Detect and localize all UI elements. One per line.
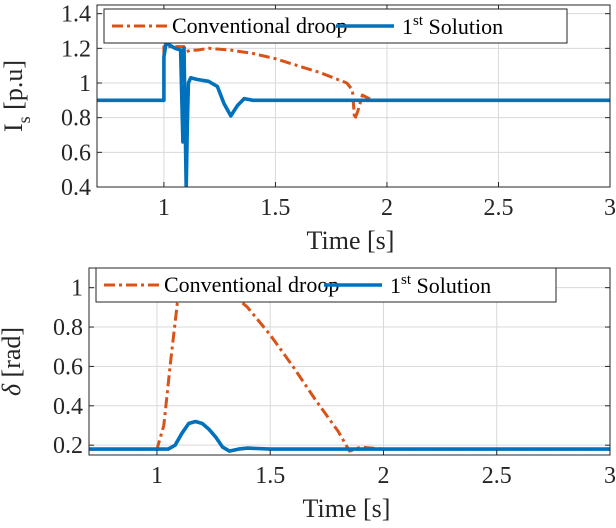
bottom-chart-delta: 1 1.5 2 2.5 3 0.2 0.4 0.6 0.8 1 Time [s] δ [rad] Con…	[0, 267, 616, 523]
x-tick-label: 2	[377, 463, 389, 489]
y-tick-label: 1.2	[61, 36, 91, 62]
x-tick-label: 1	[158, 195, 170, 221]
series-line-conventional-droop	[97, 45, 610, 121]
y-tick-label: 0.8	[53, 315, 83, 341]
y-axis-label: Is [p.u]	[0, 60, 34, 132]
x-axis-label: Time [s]	[307, 226, 395, 255]
x-tick-label: 3	[604, 463, 616, 489]
axes-box	[96, 4, 611, 188]
top-chart-current: 1 1.5 2 2.5 3 0.4 0.6 0.8 1 1.2 1.4 Time [s] Is [p.u…	[0, 2, 616, 255]
y-axis-label: δ [rad]	[0, 327, 26, 396]
y-tick-label: 1	[71, 276, 83, 302]
x-tick-label: 1	[151, 463, 163, 489]
y-tick-label: 1.4	[61, 2, 91, 28]
y-tick-label: 1	[79, 71, 91, 97]
x-tick-label: 1.5	[260, 195, 290, 221]
series-line-conventional-droop	[89, 272, 610, 453]
y-tick-label: 0.8	[61, 106, 91, 132]
legend-label-1st-solution: 1st Solution	[402, 13, 503, 39]
y-tick-label: 0.6	[61, 140, 91, 166]
series-line-1st-solution	[97, 41, 610, 187]
x-tick-label: 3	[604, 195, 616, 221]
x-axis-label: Time [s]	[303, 494, 391, 523]
series-line-1st-solution	[89, 419, 610, 453]
x-tick-label: 2	[381, 195, 393, 221]
legend: Conventional droop 1st Solution	[103, 8, 568, 44]
x-tick-label: 1.5	[255, 463, 285, 489]
legend-label-conventional-droop: Conventional droop	[164, 272, 339, 297]
legend-box	[103, 8, 568, 44]
x-tick-label: 2.5	[483, 195, 513, 221]
legend-label-conventional-droop: Conventional droop	[172, 13, 347, 38]
y-tick-label: 0.2	[53, 433, 83, 459]
y-tick-label: 0.4	[53, 394, 83, 420]
x-tick-label: 2.5	[482, 463, 512, 489]
legend: Conventional droop 1st Solution	[95, 267, 557, 303]
y-tick-label: 0.6	[53, 354, 83, 380]
legend-label-1st-solution: 1st Solution	[390, 272, 491, 298]
y-tick-label: 0.4	[61, 175, 91, 201]
